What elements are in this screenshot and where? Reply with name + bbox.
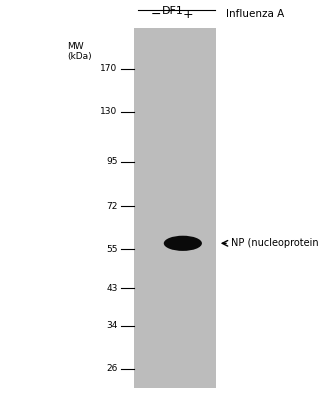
Ellipse shape <box>164 236 202 251</box>
Text: 170: 170 <box>100 64 118 74</box>
Text: 55: 55 <box>106 244 118 254</box>
Text: NP (nucleoprotein): NP (nucleoprotein) <box>231 238 318 248</box>
Text: Influenza A: Influenza A <box>226 9 284 19</box>
Text: 26: 26 <box>106 364 118 373</box>
Text: 130: 130 <box>100 107 118 116</box>
Text: MW
(kDa): MW (kDa) <box>67 42 92 61</box>
Text: 72: 72 <box>106 202 118 210</box>
Bar <box>134 28 216 388</box>
Text: +: + <box>182 8 193 20</box>
Text: 43: 43 <box>106 284 118 293</box>
Text: −: − <box>150 8 161 20</box>
Text: 34: 34 <box>106 321 118 330</box>
Text: DF1: DF1 <box>162 6 184 16</box>
Text: 95: 95 <box>106 157 118 166</box>
